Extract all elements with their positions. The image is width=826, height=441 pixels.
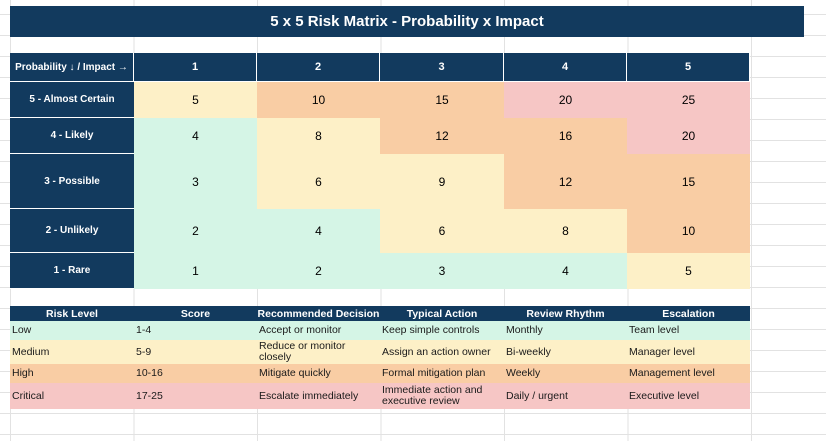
matrix-score-cell[interactable]: 6 — [380, 209, 504, 253]
impact-header-3: 3 — [380, 53, 504, 82]
legend-cell[interactable]: 5-9 — [134, 340, 257, 364]
legend-cell[interactable]: Keep simple controls — [380, 321, 504, 340]
probability-row-header: 4 - Likely — [10, 118, 134, 154]
legend-header-4: Review Rhythm — [504, 306, 627, 321]
matrix-score-cell[interactable]: 9 — [380, 154, 504, 209]
matrix-score-cell[interactable]: 5 — [627, 253, 750, 289]
legend-cell[interactable]: Manager level — [627, 340, 750, 364]
legend-cell[interactable]: Critical — [10, 383, 134, 409]
matrix-score-cell[interactable]: 3 — [380, 253, 504, 289]
legend-cell[interactable]: Monthly — [504, 321, 627, 340]
matrix-score-cell[interactable]: 5 — [134, 82, 257, 118]
legend-cell[interactable]: 1-4 — [134, 321, 257, 340]
legend-cell[interactable]: High — [10, 364, 134, 383]
matrix-score-cell[interactable]: 10 — [257, 82, 380, 118]
legend-cell[interactable]: Daily / urgent — [504, 383, 627, 409]
legend-cell[interactable]: Formal mitigation plan — [380, 364, 504, 383]
legend-cell[interactable]: 17-25 — [134, 383, 257, 409]
matrix-score-cell[interactable]: 8 — [257, 118, 380, 154]
impact-header-5: 5 — [627, 53, 750, 82]
matrix-score-cell[interactable]: 2 — [134, 209, 257, 253]
legend-cell[interactable]: Assign an action owner — [380, 340, 504, 364]
matrix-score-cell[interactable]: 1 — [134, 253, 257, 289]
matrix-score-cell[interactable]: 15 — [380, 82, 504, 118]
probability-row-header: 5 - Almost Certain — [10, 82, 134, 118]
matrix-corner-header: Probability ↓ / Impact → — [10, 53, 134, 82]
impact-header-4: 4 — [504, 53, 627, 82]
legend-cell[interactable]: Executive level — [627, 383, 750, 409]
legend-cell[interactable]: Reduce or monitor closely — [257, 340, 380, 364]
matrix-score-cell[interactable]: 16 — [504, 118, 627, 154]
legend-cell[interactable]: Bi-weekly — [504, 340, 627, 364]
matrix-score-cell[interactable]: 4 — [134, 118, 257, 154]
matrix-score-cell[interactable]: 2 — [257, 253, 380, 289]
matrix-score-cell[interactable]: 15 — [627, 154, 750, 209]
legend-header-2: Recommended Decision — [257, 306, 380, 321]
matrix-score-cell[interactable]: 6 — [257, 154, 380, 209]
legend-cell[interactable]: 10-16 — [134, 364, 257, 383]
matrix-score-cell[interactable]: 4 — [257, 209, 380, 253]
legend-cell[interactable]: Team level — [627, 321, 750, 340]
legend-cell[interactable]: Management level — [627, 364, 750, 383]
legend-cell[interactable]: Escalate immediately — [257, 383, 380, 409]
matrix-score-cell[interactable]: 4 — [504, 253, 627, 289]
legend-header-3: Typical Action — [380, 306, 504, 321]
impact-header-1: 1 — [134, 53, 257, 82]
impact-header-2: 2 — [257, 53, 380, 82]
matrix-score-cell[interactable]: 20 — [504, 82, 627, 118]
matrix-score-cell[interactable]: 3 — [134, 154, 257, 209]
sheet-title: 5 x 5 Risk Matrix - Probability x Impact — [10, 6, 804, 37]
matrix-score-cell[interactable]: 8 — [504, 209, 627, 253]
legend-cell[interactable]: Medium — [10, 340, 134, 364]
matrix-score-cell[interactable]: 20 — [627, 118, 750, 154]
probability-row-header: 2 - Unlikely — [10, 209, 134, 253]
legend-cell[interactable]: Low — [10, 321, 134, 340]
probability-row-header: 3 - Possible — [10, 154, 134, 209]
legend-header-1: Score — [134, 306, 257, 321]
legend-cell[interactable]: Immediate action and executive review — [380, 383, 504, 409]
matrix-score-cell[interactable]: 25 — [627, 82, 750, 118]
legend-header-5: Escalation — [627, 306, 750, 321]
legend-cell[interactable]: Mitigate quickly — [257, 364, 380, 383]
probability-row-header: 1 - Rare — [10, 253, 134, 289]
matrix-score-cell[interactable]: 12 — [380, 118, 504, 154]
legend-cell[interactable]: Accept or monitor — [257, 321, 380, 340]
matrix-score-cell[interactable]: 10 — [627, 209, 750, 253]
matrix-score-cell[interactable]: 12 — [504, 154, 627, 209]
legend-cell[interactable]: Weekly — [504, 364, 627, 383]
legend-header-0: Risk Level — [10, 306, 134, 321]
